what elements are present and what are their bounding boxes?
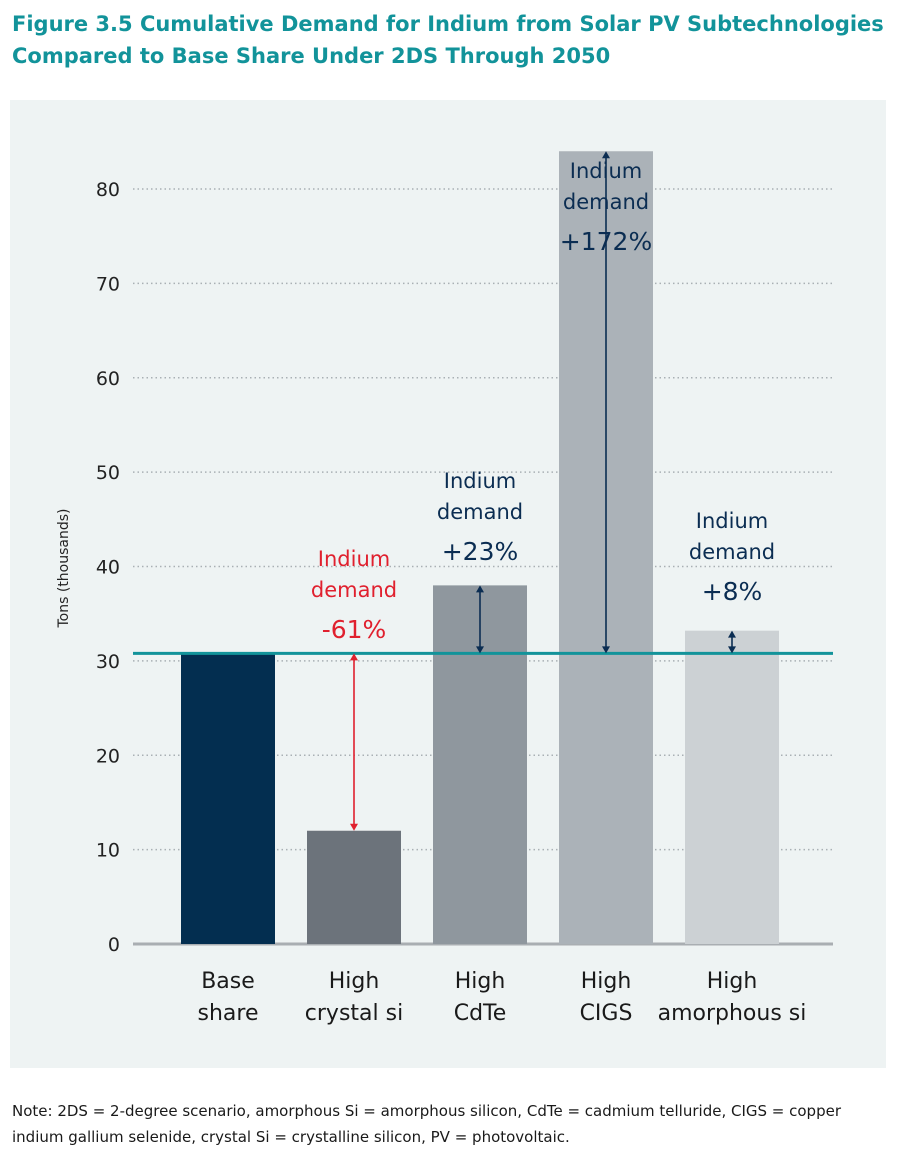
y-tick-label: 60 [96, 368, 120, 390]
change-arrow [602, 151, 610, 654]
annotation-percent: +8% [702, 577, 763, 606]
x-category-label: High [581, 969, 632, 994]
annotation-label: demand [311, 578, 397, 602]
figure-title-line-2: Compared to Base Share Under 2DS Through… [12, 44, 611, 68]
annotation-percent: +23% [442, 537, 519, 566]
x-category-label: share [198, 1001, 259, 1026]
y-tick-label: 50 [96, 462, 120, 484]
annotation-label: Indium [444, 469, 516, 493]
x-category-label: CIGS [580, 1001, 633, 1026]
change-arrow [728, 630, 736, 654]
y-tick-label: 10 [96, 840, 120, 862]
arrow-head-up [476, 585, 484, 593]
annotation-label: demand [689, 540, 775, 564]
y-tick-label: 0 [108, 934, 120, 956]
y-tick-label: 70 [96, 273, 120, 295]
y-tick-label: 80 [96, 179, 120, 201]
figure-title-line-1: Figure 3.5 Cumulative Demand for Indium … [12, 12, 884, 36]
arrow-head-down [602, 646, 610, 654]
x-category-label: CdTe [454, 1001, 507, 1026]
y-axis-label: Tons (thousands) [56, 508, 72, 628]
bar [685, 630, 779, 944]
annotation-label: demand [563, 190, 649, 214]
arrow-head-down [476, 646, 484, 654]
figure-title: Figure 3.5 Cumulative Demand for Indium … [12, 8, 892, 72]
x-category-label: Base [201, 969, 255, 994]
figure-note: Note: 2DS = 2-degree scenario, amorphous… [12, 1102, 841, 1146]
x-category-label: High [329, 969, 380, 994]
arrow-head-down [350, 823, 358, 831]
change-arrow [476, 585, 484, 654]
arrow-head-up [728, 630, 736, 638]
y-tick-label: 20 [96, 745, 120, 767]
bar [181, 653, 275, 944]
y-tick-label: 40 [96, 557, 120, 579]
x-category-label: crystal si [305, 1001, 403, 1026]
annotation-label: demand [437, 500, 523, 524]
annotation-percent: -61% [322, 615, 387, 644]
annotation-label: Indium [696, 509, 768, 533]
change-arrow [350, 653, 358, 831]
annotation-label: Indium [318, 547, 390, 571]
x-category-label: amorphous si [658, 1001, 807, 1026]
y-tick-label: 30 [96, 651, 120, 673]
x-category-label: High [455, 969, 506, 994]
bar [307, 830, 401, 944]
annotation-label: Indium [570, 159, 642, 183]
arrow-head-up [350, 653, 358, 661]
arrow-head-down [728, 646, 736, 654]
annotation-percent: +172% [560, 227, 652, 256]
x-category-label: High [707, 969, 758, 994]
arrow-head-up [602, 151, 610, 159]
